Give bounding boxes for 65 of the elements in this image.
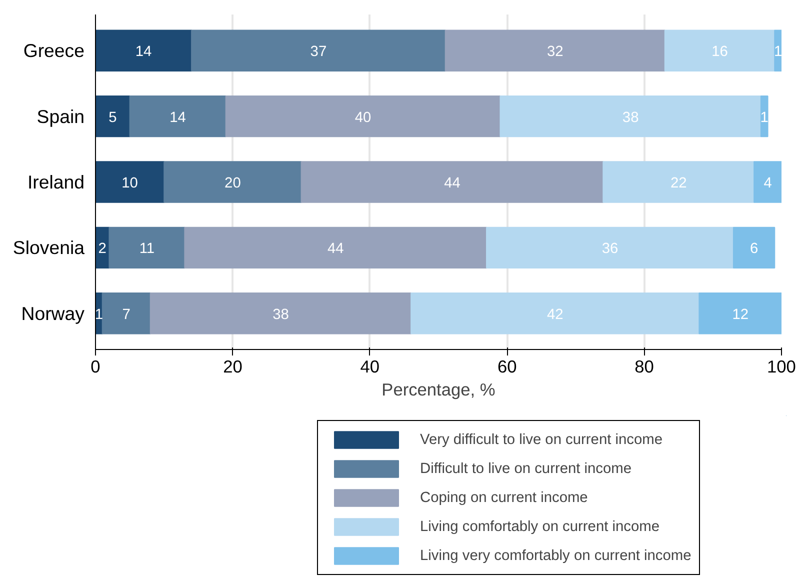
data-label: 32 xyxy=(546,44,564,60)
bar xyxy=(300,161,604,203)
data-label: 10 xyxy=(122,176,138,192)
y-tick-label: Greece xyxy=(23,40,85,62)
data-label: 1 xyxy=(760,110,768,126)
legend-label: Coping on current income xyxy=(420,490,588,506)
bar xyxy=(150,292,412,334)
data-label: 7 xyxy=(122,306,130,323)
data-label: 22 xyxy=(670,176,687,192)
bar xyxy=(96,161,165,203)
y-tick-label: Spain xyxy=(36,106,85,127)
bar xyxy=(500,95,762,138)
data-label: 38 xyxy=(622,110,639,126)
data-label: 38 xyxy=(272,306,289,323)
data-label: 40 xyxy=(354,110,372,126)
bar xyxy=(602,161,755,203)
legend-label: Difficult to live on current income xyxy=(420,460,632,476)
x-tick-label: 0 xyxy=(90,356,100,376)
y-tick-label: Norway xyxy=(21,302,86,324)
data-label: 12 xyxy=(732,306,748,323)
x-tick-label: 60 xyxy=(497,356,517,376)
data-label: 20 xyxy=(224,176,241,192)
data-label: 44 xyxy=(444,176,460,192)
data-label: 14 xyxy=(170,110,186,126)
data-label: 5 xyxy=(108,110,117,126)
data-label: 1 xyxy=(94,306,104,323)
bar xyxy=(96,30,192,72)
bar xyxy=(184,226,488,269)
data-label: 42 xyxy=(546,306,564,323)
bar xyxy=(664,30,776,72)
data-label: 4 xyxy=(764,176,772,192)
bar xyxy=(774,30,782,72)
legend-label: Living very comfortably on current income xyxy=(420,548,692,564)
data-label: 11 xyxy=(139,241,155,258)
data-label: 14 xyxy=(135,44,152,60)
x-tick-label: 20 xyxy=(223,356,242,376)
data-label: 1 xyxy=(774,44,782,60)
bar xyxy=(102,292,151,334)
bar xyxy=(754,161,782,203)
data-label: 16 xyxy=(712,44,728,60)
x-tick-label: 80 xyxy=(634,356,654,376)
bar xyxy=(760,95,768,138)
bar xyxy=(732,226,776,269)
bar xyxy=(164,161,302,203)
y-tick-label: Ireland xyxy=(27,172,85,192)
bar xyxy=(129,95,226,138)
y-tick-label: Slovenia xyxy=(12,237,86,258)
bar xyxy=(191,30,446,72)
data-label: 2 xyxy=(98,241,106,258)
x-tick-label: 40 xyxy=(360,356,380,376)
data-label: 37 xyxy=(310,44,327,60)
bar xyxy=(444,30,666,72)
bar xyxy=(698,292,782,334)
data-label: 6 xyxy=(750,241,758,258)
data-label: 44 xyxy=(327,241,344,258)
legend-label: Living comfortably on current income xyxy=(420,518,660,534)
bar xyxy=(108,226,186,269)
data-label: 36 xyxy=(602,241,618,258)
bar xyxy=(410,292,700,334)
bar xyxy=(96,95,130,138)
bar xyxy=(225,95,501,138)
x-tick-label: 100 xyxy=(767,356,796,376)
bar xyxy=(486,226,734,269)
x-axis-title: Percentage, % xyxy=(382,380,496,400)
legend-label: Very difficult to live on current income xyxy=(420,432,662,448)
